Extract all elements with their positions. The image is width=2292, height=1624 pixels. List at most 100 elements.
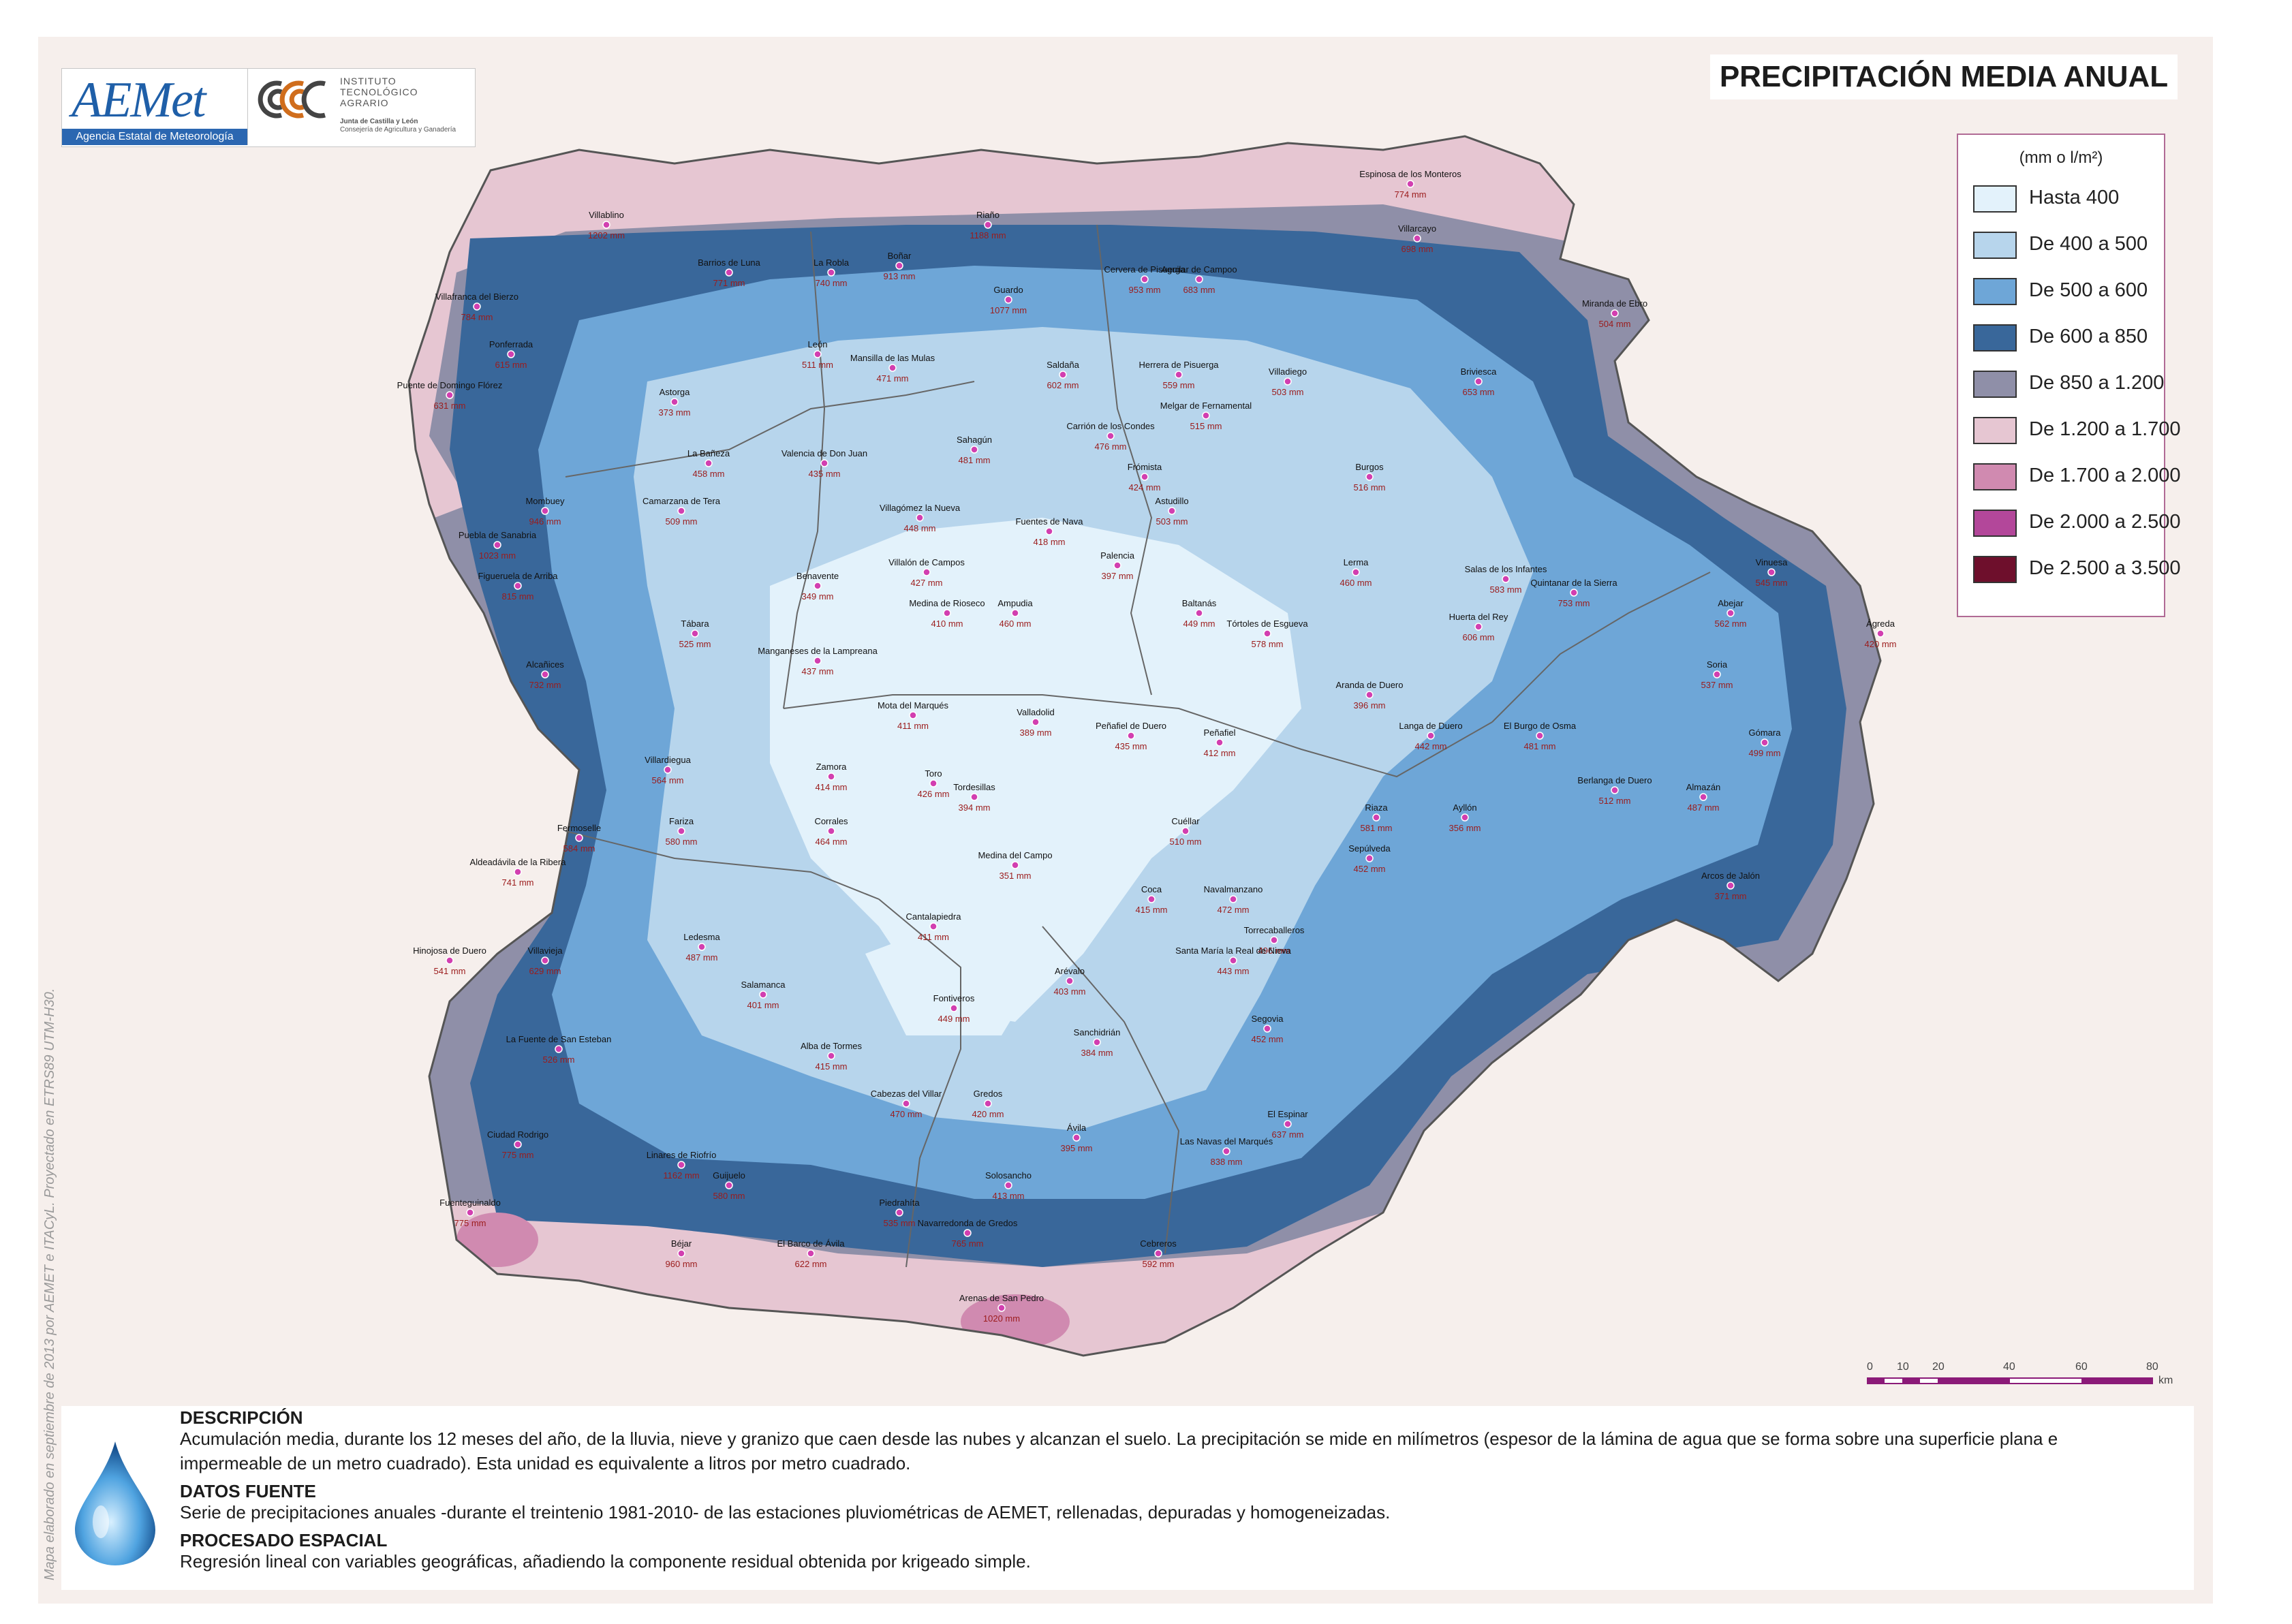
station-marker: Fontiveros 449 mm [933, 993, 975, 1024]
station-marker: Medina del Campo 351 mm [978, 850, 1052, 881]
station-dot [929, 779, 938, 787]
station-name: Riaño [976, 210, 1000, 220]
station-value: 784 mm [461, 312, 493, 322]
station-name: Zamora [816, 762, 848, 772]
station-dot [1352, 568, 1360, 576]
station-name: El Espinar [1267, 1109, 1308, 1119]
station-marker: Frómista 424 mm [1128, 462, 1162, 493]
station-dot [1072, 1134, 1081, 1142]
station-marker: Las Navas del Marqués 838 mm [1180, 1136, 1273, 1167]
station-name: Puebla de Sanabria [459, 530, 537, 540]
station-marker: Alcañices 732 mm [526, 659, 564, 690]
station-dot [827, 827, 835, 835]
border-leon-palencia [783, 231, 826, 709]
station-value: 1188 mm [970, 230, 1006, 240]
source-heading: DATOS FUENTE [180, 1481, 316, 1501]
station-value: 1202 mm [588, 230, 625, 240]
station-marker: Arcos de Jalón 371 mm [1701, 871, 1760, 901]
station-dot [1147, 895, 1156, 903]
station-value: 511 mm [802, 360, 833, 370]
precip-zones [361, 136, 1880, 1356]
station-dot [814, 350, 822, 358]
legend-swatch [1973, 510, 2017, 537]
station-marker: Mota del Marqués 411 mm [878, 700, 949, 731]
station-marker: Toro 426 mm [918, 768, 950, 799]
zone-2000-2500 [361, 188, 388, 207]
legend-label: De 1.200 a 1.700 [2029, 418, 2181, 440]
station-value: 351 mm [1000, 871, 1032, 881]
station-marker: Salas de los Infantes 583 mm [1465, 564, 1547, 595]
station-value: 559 mm [1163, 380, 1195, 390]
station-value: 349 mm [802, 591, 834, 602]
station-name: Aldeadávila de la Ribera [470, 857, 567, 867]
station-marker: Fariza 580 mm [666, 816, 698, 847]
station-dot [895, 1208, 903, 1217]
itacyl-line-1: INSTITUTO [340, 76, 397, 87]
station-value: 371 mm [1715, 891, 1747, 901]
station-dot [1767, 568, 1776, 576]
station-dot [1195, 609, 1203, 617]
station-value: 516 mm [1354, 482, 1386, 493]
station-value: 946 mm [529, 516, 561, 527]
station-name: Boñar [888, 251, 912, 261]
scale-tick-80: 80 [2146, 1361, 2158, 1373]
station-marker: La Robla 740 mm [814, 257, 850, 288]
station-dot [1141, 275, 1149, 283]
station-value: 503 mm [1156, 516, 1188, 527]
station-name: Fermoselle [557, 823, 601, 833]
station-dot [541, 507, 549, 515]
station-value: 503 mm [1272, 387, 1304, 397]
station-value: 960 mm [666, 1259, 698, 1269]
station-marker: Puente de Domingo Flórez 631 mm [397, 380, 503, 411]
station-dot [1215, 738, 1224, 747]
station-dot [759, 990, 767, 999]
station-name: La Bañeza [687, 448, 730, 458]
aemet-wordmark: AEMet [72, 72, 206, 128]
station-value: 637 mm [1272, 1129, 1304, 1140]
station-dot [541, 956, 549, 965]
station-value: 420 mm [972, 1109, 1004, 1119]
station-name: Huerta del Rey [1449, 612, 1508, 622]
station-value: 481 mm [959, 455, 991, 465]
station-value: 515 mm [1190, 421, 1222, 431]
station-value: 411 mm [918, 932, 949, 942]
station-name: Aranda de Duero [1335, 680, 1403, 690]
station-marker: Palencia 397 mm [1100, 550, 1135, 581]
station-marker: Ampudia 460 mm [997, 598, 1033, 629]
border-valladolid [783, 694, 1493, 778]
station-name: Villardiegua [645, 755, 691, 765]
legend-label: De 400 a 500 [2029, 233, 2148, 255]
station-dot [984, 1099, 992, 1108]
station-name: Ampudia [997, 598, 1033, 608]
station-name: Soria [1707, 659, 1728, 670]
scale-tick-10: 10 [1897, 1361, 1909, 1373]
station-dot [704, 459, 713, 467]
station-value: 395 mm [1061, 1143, 1093, 1153]
zone-under-400-south [865, 913, 1042, 1035]
scale-tick-40: 40 [2003, 1361, 2015, 1373]
station-marker: Medina de Rioseco 410 mm [909, 598, 985, 629]
station-dot [670, 398, 679, 406]
station-value: 732 mm [529, 680, 561, 690]
station-dot [984, 221, 992, 229]
station-name: El Barco de Ávila [777, 1238, 846, 1249]
description-text: Acumulación media, durante los 12 meses … [180, 1428, 2058, 1473]
station-name: Navalmanzano [1204, 884, 1263, 894]
station-marker: Burgos 516 mm [1354, 462, 1386, 493]
station-value: 564 mm [652, 775, 684, 785]
station-marker: Langa de Duero 442 mm [1399, 721, 1462, 751]
station-name: Abejar [1718, 598, 1744, 608]
station-value: 525 mm [679, 639, 711, 649]
station-value: 413 mm [993, 1191, 1025, 1201]
station-marker: Santa María la Real de Nieva 443 mm [1175, 946, 1292, 976]
station-value: 437 mm [802, 666, 834, 676]
station-value: 396 mm [1354, 700, 1386, 710]
station-name: Ágreda [1866, 619, 1895, 629]
station-marker: Corrales 464 mm [814, 816, 848, 847]
station-name: Figueruela de Arriba [478, 571, 558, 581]
station-dot [916, 514, 924, 522]
water-drop-icon [75, 1441, 155, 1565]
station-marker: León 511 mm [802, 339, 833, 370]
station-name: Sahagún [957, 435, 992, 445]
province-borders [565, 224, 1711, 1268]
